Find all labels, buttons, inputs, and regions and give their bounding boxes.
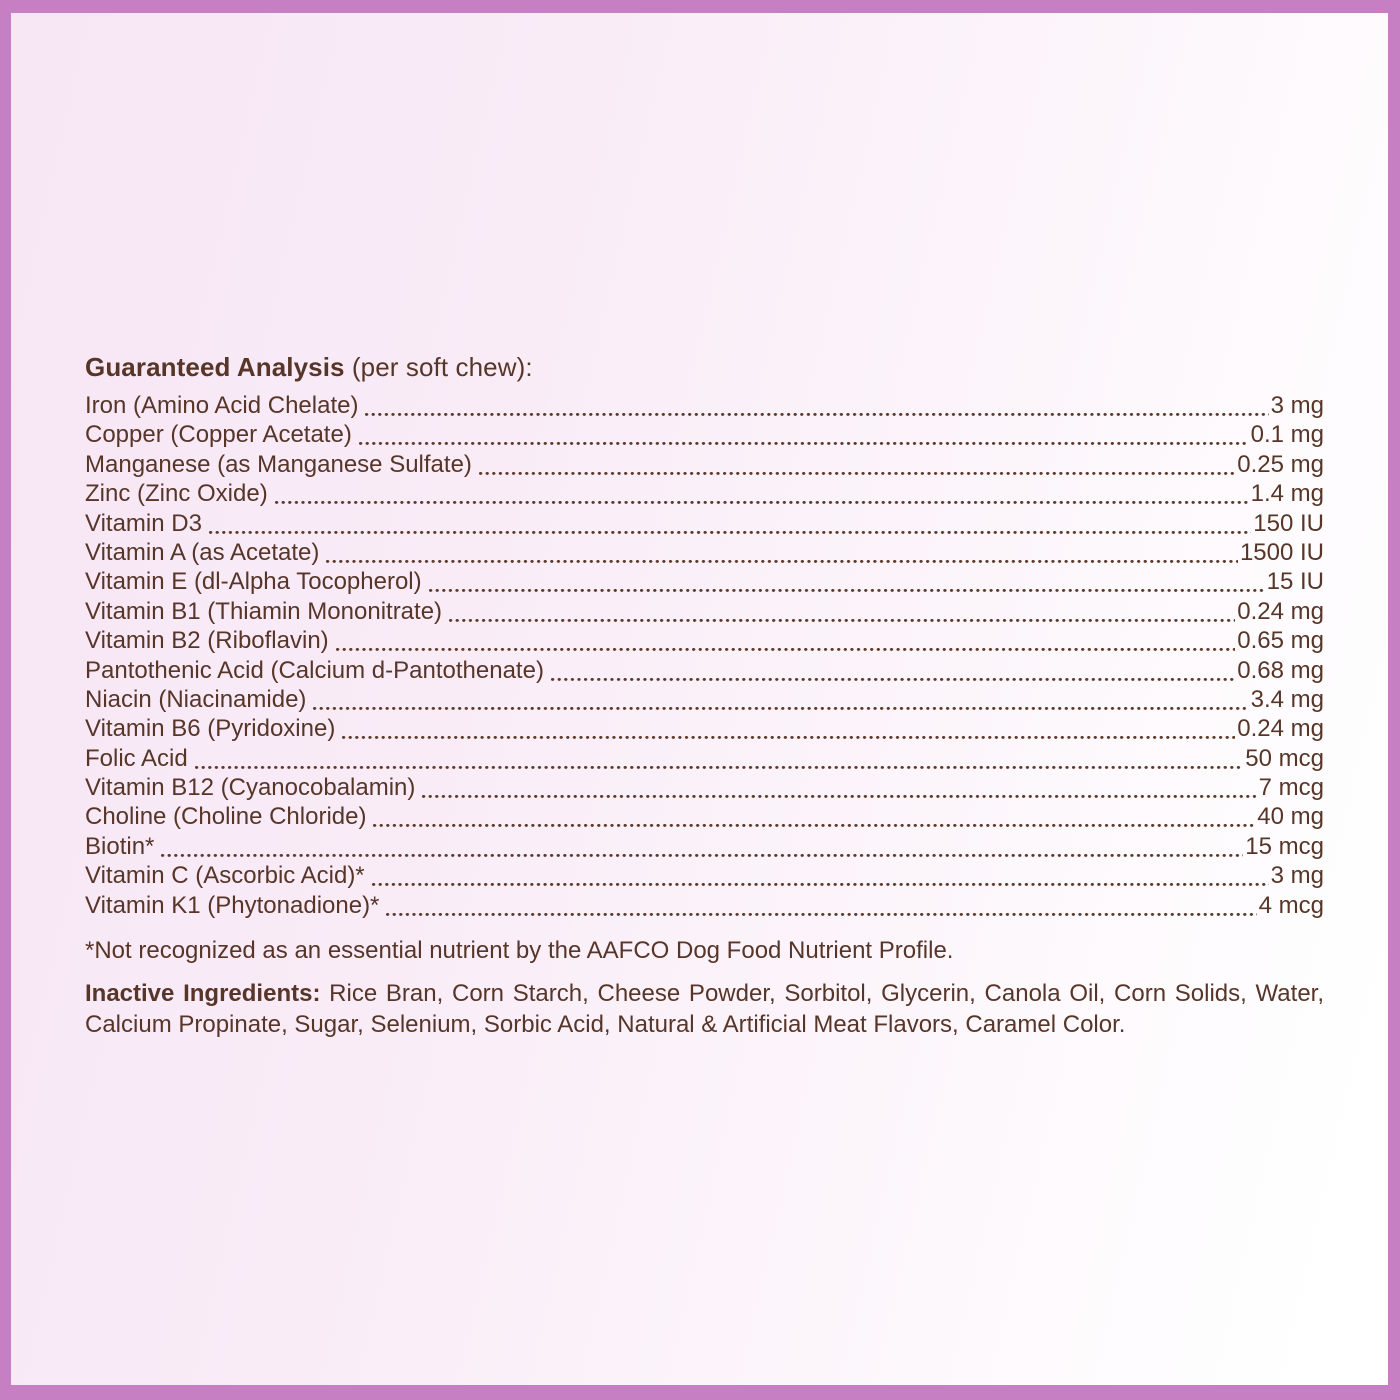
section-title-text: Guaranteed Analysis bbox=[85, 352, 345, 382]
nutrient-name: Vitamin K1 (Phytonadione)* bbox=[85, 891, 380, 919]
nutrient-value: 1500 IU bbox=[1239, 538, 1324, 566]
dot-leader bbox=[335, 627, 1236, 657]
nutrient-name: Choline (Choline Chloride) bbox=[85, 803, 367, 831]
analysis-row: Pantothenic Acid (Calcium d-Pantothenate… bbox=[85, 656, 1324, 686]
analysis-row: Vitamin C (Ascorbic Acid)* 3 mg bbox=[85, 862, 1324, 892]
dot-leader bbox=[358, 421, 1249, 451]
nutrient-value: 0.1 mg bbox=[1250, 421, 1324, 449]
nutrient-value: 0.24 mg bbox=[1237, 597, 1324, 625]
nutrient-value: 3 mg bbox=[1270, 392, 1324, 419]
dot-leader bbox=[161, 832, 1244, 863]
dot-leader bbox=[274, 480, 1249, 510]
section-title-suffix: (per soft chew): bbox=[344, 352, 533, 382]
analysis-row: Zinc (Zinc Oxide) 1.4 mg bbox=[85, 480, 1324, 510]
nutrient-name: Copper (Copper Acetate) bbox=[85, 421, 352, 449]
analysis-row: Folic Acid 50 mcg bbox=[85, 744, 1324, 775]
nutrient-name: Vitamin B2 (Riboflavin) bbox=[85, 627, 329, 655]
analysis-row: Vitamin A (as Acetate) 1500 IU bbox=[85, 538, 1324, 569]
dot-leader bbox=[194, 744, 1244, 775]
nutrient-value: 0.25 mg bbox=[1237, 450, 1324, 478]
analysis-row: Vitamin D3 150 IU bbox=[85, 509, 1324, 539]
nutrient-value: 50 mcg bbox=[1245, 744, 1324, 772]
nutrient-value: 0.68 mg bbox=[1237, 656, 1324, 684]
nutrient-value: 0.24 mg bbox=[1237, 715, 1324, 743]
nutrient-name: Vitamin A (as Acetate) bbox=[85, 538, 320, 566]
guaranteed-analysis-section: Guaranteed Analysis (per soft chew): Iro… bbox=[85, 350, 1324, 1040]
label-panel: Guaranteed Analysis (per soft chew): Iro… bbox=[11, 13, 1388, 1385]
nutrient-name: Vitamin B12 (Cyanocobalamin) bbox=[85, 774, 416, 802]
nutrient-value: 3.4 mg bbox=[1250, 685, 1324, 713]
dot-leader bbox=[313, 685, 1249, 716]
analysis-row: Vitamin E (dl-Alpha Tocopherol) 15 IU bbox=[85, 568, 1324, 598]
analysis-row: Choline (Choline Chloride) 40 mg bbox=[85, 803, 1324, 833]
nutrient-value: 4 mcg bbox=[1258, 891, 1324, 919]
dot-leader bbox=[386, 891, 1257, 922]
nutrient-name: Vitamin E (dl-Alpha Tocopherol) bbox=[85, 568, 422, 596]
nutrient-name: Iron (Amino Acid Chelate) bbox=[85, 392, 359, 419]
dot-leader bbox=[428, 568, 1265, 598]
analysis-row: Niacin (Niacinamide) 3.4 mg bbox=[85, 685, 1324, 716]
inactive-ingredients-heading: Inactive Ingredients: bbox=[85, 980, 321, 1008]
analysis-row: Vitamin B12 (Cyanocobalamin) 7 mcg bbox=[85, 774, 1324, 804]
analysis-row: Biotin* 15 mcg bbox=[85, 832, 1324, 863]
dot-leader bbox=[449, 597, 1236, 628]
analysis-row: Iron (Amino Acid Chelate) 3 mg bbox=[85, 392, 1324, 422]
nutrient-value: 3 mg bbox=[1270, 862, 1324, 890]
nutrient-name: Vitamin B6 (Pyridoxine) bbox=[85, 715, 336, 743]
dot-leader bbox=[326, 538, 1238, 569]
nutrient-name: Vitamin D3 bbox=[85, 509, 202, 537]
nutrient-name: Zinc (Zinc Oxide) bbox=[85, 480, 268, 508]
nutrient-name: Folic Acid bbox=[85, 744, 188, 772]
nutrient-value: 0.65 mg bbox=[1237, 627, 1324, 655]
analysis-row: Manganese (as Manganese Sulfate) 0.25 mg bbox=[85, 450, 1324, 481]
analysis-row: Vitamin B2 (Riboflavin) 0.65 mg bbox=[85, 627, 1324, 657]
dot-leader bbox=[342, 715, 1236, 745]
section-title: Guaranteed Analysis (per soft chew): bbox=[85, 350, 1324, 384]
nutrient-name: Vitamin C (Ascorbic Acid)* bbox=[85, 862, 365, 890]
nutrient-value: 1.4 mg bbox=[1250, 480, 1324, 508]
nutrient-name: Biotin* bbox=[85, 832, 155, 860]
analysis-row: Vitamin B6 (Pyridoxine) 0.24 mg bbox=[85, 715, 1324, 745]
nutrient-value: 15 mcg bbox=[1245, 832, 1324, 860]
aafco-footnote: *Not recognized as an essential nutrient… bbox=[85, 937, 954, 965]
nutrient-name: Vitamin B1 (Thiamin Mononitrate) bbox=[85, 597, 443, 625]
analysis-row: Copper (Copper Acetate) 0.1 mg bbox=[85, 421, 1324, 451]
inactive-ingredients-text: Rice Bran, Corn Starch, Cheese Powder, S… bbox=[85, 980, 1325, 1039]
dot-leader bbox=[478, 450, 1236, 481]
nutrient-name: Manganese (as Manganese Sulfate) bbox=[85, 450, 472, 478]
dot-leader bbox=[371, 862, 1269, 892]
nutrient-value: 40 mg bbox=[1257, 803, 1324, 831]
analysis-row: Vitamin B1 (Thiamin Mononitrate) 0.24 mg bbox=[85, 597, 1324, 628]
nutrient-name: Niacin (Niacinamide) bbox=[85, 685, 307, 713]
dot-leader bbox=[422, 774, 1257, 804]
nutrient-value: 150 IU bbox=[1253, 509, 1324, 537]
dot-leader bbox=[365, 392, 1269, 422]
dot-leader bbox=[373, 803, 1256, 833]
analysis-row: Vitamin K1 (Phytonadione)* 4 mcg bbox=[85, 891, 1324, 922]
nutrient-value: 15 IU bbox=[1266, 568, 1324, 596]
inactive-ingredients: Inactive Ingredients: Rice Bran, Corn St… bbox=[85, 978, 1324, 1040]
dot-leader bbox=[208, 509, 1252, 539]
dot-leader bbox=[550, 656, 1236, 686]
guaranteed-analysis-list: Iron (Amino Acid Chelate) 3 mg Copper (Cop… bbox=[85, 392, 1324, 922]
nutrient-name: Pantothenic Acid (Calcium d-Pantothenate… bbox=[85, 656, 544, 684]
nutrient-value: 7 mcg bbox=[1258, 774, 1324, 802]
